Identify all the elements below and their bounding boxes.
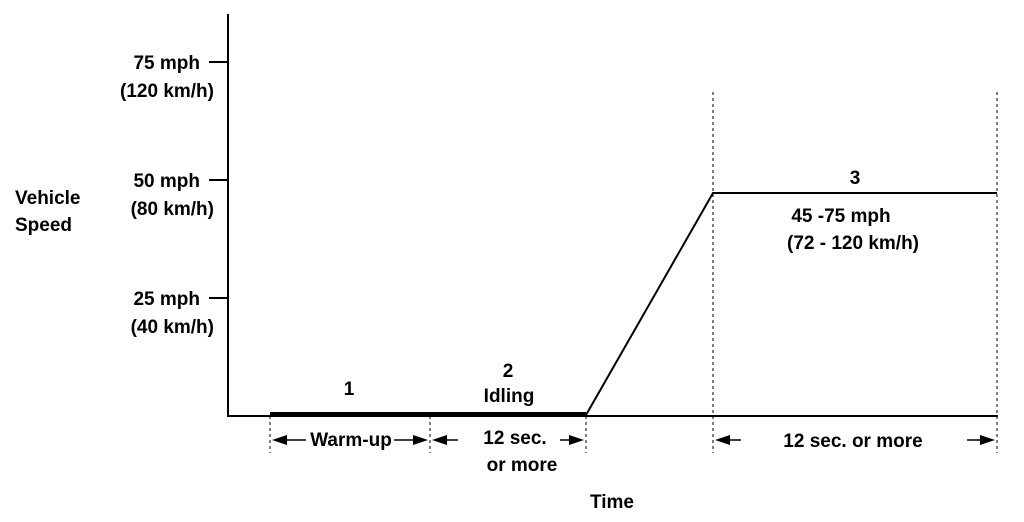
y-tick-label-75-mph: 75 mph — [133, 53, 200, 74]
phase-2-number: 2 — [503, 361, 514, 382]
phase-1-number: 1 — [344, 379, 355, 400]
y-axis-title-line2: Speed — [15, 215, 72, 236]
y-tick-label-50-kmh: (80 km/h) — [131, 199, 214, 220]
acceleration-and-cruise-trace — [585, 192, 997, 416]
warm-up-span-label: Warm-up — [310, 430, 392, 451]
phase-3-arrowhead-left — [715, 435, 730, 445]
y-tick-label-75-kmh: (120 km/h) — [120, 81, 214, 102]
phase-2-name: Idling — [484, 386, 535, 407]
idling-span-line2: or more — [487, 455, 558, 476]
y-axis-title-line1: Vehicle — [15, 188, 81, 209]
warm-up-arrowhead-left — [272, 435, 287, 445]
idling-arrowhead-right — [569, 435, 584, 445]
y-tick-label-25-kmh: (40 km/h) — [131, 317, 214, 338]
warm-up-arrowhead-right — [413, 435, 428, 445]
phase-3-arrowhead-right — [980, 435, 995, 445]
phase-3-speed-kmh: (72 - 120 km/h) — [787, 233, 919, 254]
phase-3-speed-mph: 45 -75 mph — [791, 206, 890, 227]
idling-arrowhead-left — [432, 435, 447, 445]
y-tick-label-50-mph: 50 mph — [133, 171, 200, 192]
phase-3-span-label: 12 sec. or more — [783, 431, 922, 452]
idling-span-line1: 12 sec. — [483, 428, 546, 449]
x-axis-title: Time — [590, 492, 634, 513]
phase-3-number: 3 — [850, 168, 861, 189]
y-tick-label-25-mph: 25 mph — [133, 289, 200, 310]
